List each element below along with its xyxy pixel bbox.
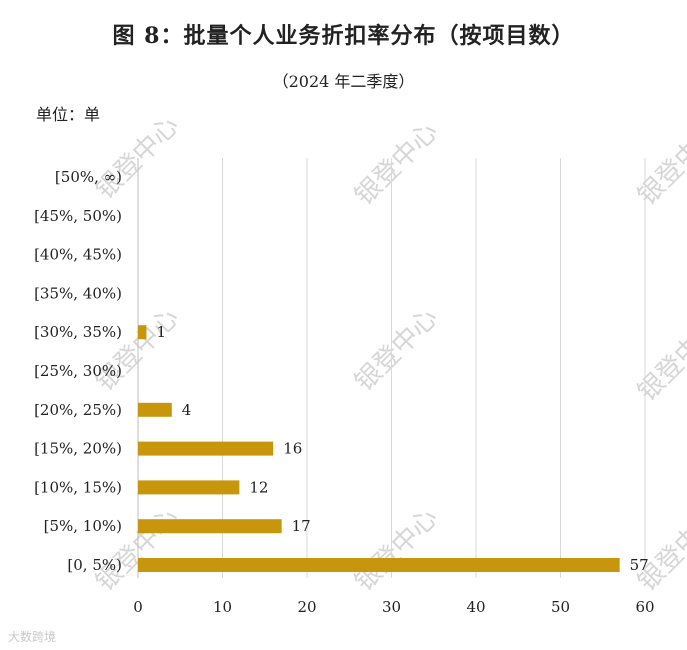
x-tick-label: 10: [213, 598, 232, 616]
bar: [138, 325, 147, 340]
bar: [138, 558, 620, 572]
unit-label: 单位：单: [36, 105, 101, 124]
x-tick-label: 50: [551, 598, 570, 616]
category-label: [20%, 25%): [34, 401, 122, 419]
data-label: 17: [292, 517, 311, 535]
data-label: 16: [283, 440, 302, 458]
data-label: 4: [182, 401, 192, 419]
category-label: [5%, 10%): [44, 517, 122, 535]
category-label: [0, 5%): [67, 556, 122, 574]
bar: [138, 441, 274, 456]
data-label: 57: [630, 556, 649, 574]
category-label: [30%, 35%): [34, 323, 122, 341]
category-label: [40%, 45%): [34, 246, 122, 264]
category-label: [45%, 50%): [34, 207, 122, 225]
bar: [138, 480, 240, 495]
chart-subtitle: （2024 年二季度）: [272, 72, 415, 91]
credit-logo: 大数跨境: [8, 630, 57, 644]
category-label: [25%, 30%): [34, 362, 122, 380]
x-tick-label: 30: [382, 598, 401, 616]
chart-title: 图 8：批量个人业务折扣率分布（按项目数）: [112, 23, 575, 49]
x-tick-label: 20: [297, 598, 316, 616]
category-label: [15%, 20%): [34, 440, 122, 458]
category-label: [10%, 15%): [34, 478, 122, 496]
data-label: 1: [156, 323, 166, 341]
x-tick-label: 60: [635, 598, 654, 616]
x-tick-label: 0: [133, 598, 143, 616]
data-label: 12: [249, 478, 268, 496]
category-label: [35%, 40%): [34, 284, 122, 302]
x-tick-label: 40: [466, 598, 485, 616]
category-label: [50%, ∞): [55, 168, 122, 186]
bar: [138, 519, 282, 534]
bar: [138, 402, 172, 417]
